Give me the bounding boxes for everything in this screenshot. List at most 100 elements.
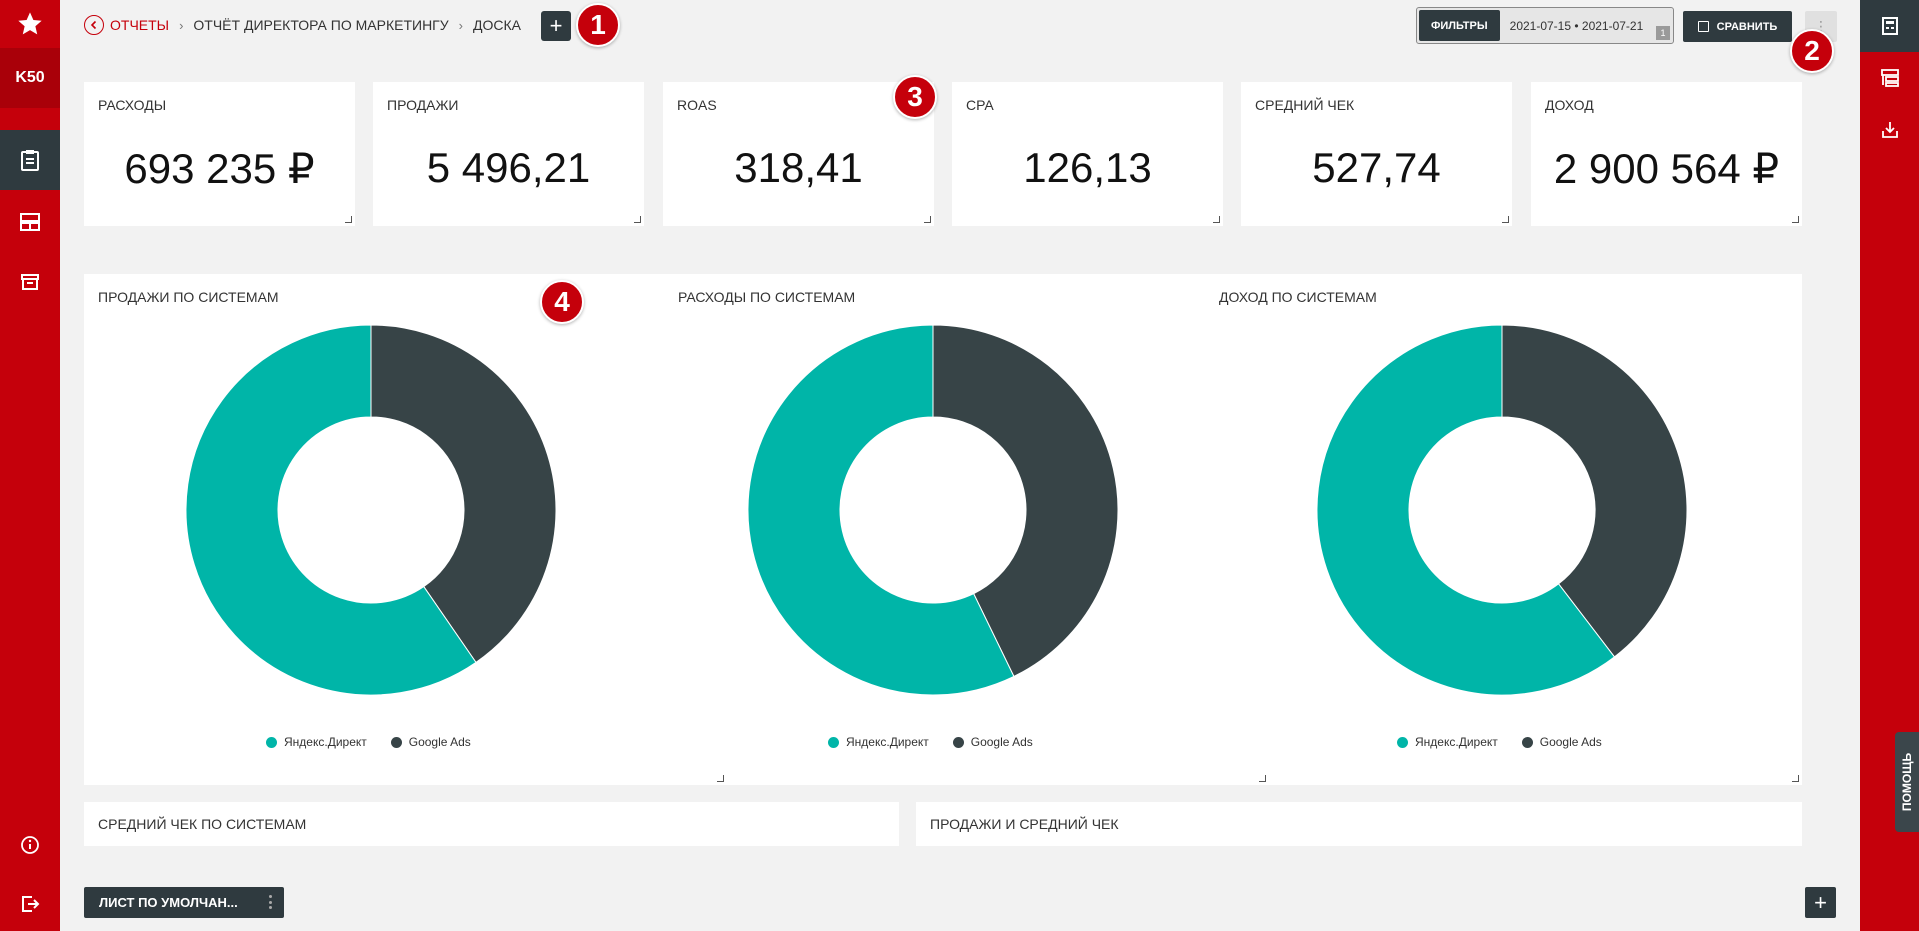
card-title: СРЕДНИЙ ЧЕК ПО СИСТЕМАМ xyxy=(98,816,307,832)
chevron-right-icon: › xyxy=(179,17,184,33)
legend-dot-icon xyxy=(1521,736,1533,748)
reports-icon[interactable] xyxy=(0,130,60,190)
donut-chart-expenses[interactable] xyxy=(747,324,1119,696)
legend-dot-icon xyxy=(952,736,964,748)
calculator-icon[interactable] xyxy=(1860,0,1919,52)
breadcrumb-report-name[interactable]: ОТЧЁТ ДИРЕКТОРА ПО МАРКЕТИНГУ xyxy=(193,17,449,33)
compare-label: СРАВНИТЬ xyxy=(1716,20,1778,33)
sheet-tab-default[interactable]: ЛИСТ ПО УМОЛЧАН... xyxy=(84,887,284,918)
breadcrumb-board: ДОСКА xyxy=(473,17,521,33)
donut-slice-yandex[interactable] xyxy=(1316,324,1616,696)
kpi-card-cpa[interactable]: CPA 126,13 xyxy=(952,82,1223,226)
resize-handle-icon[interactable] xyxy=(1502,216,1509,223)
layout-icon[interactable] xyxy=(1860,52,1919,104)
chart-title: РАСХОДЫ ПО СИСТЕМАМ xyxy=(678,289,856,305)
legend-item[interactable]: Яндекс.Директ xyxy=(1397,735,1498,749)
left-sidebar: K50 xyxy=(0,0,60,931)
resize-handle-icon[interactable] xyxy=(1213,216,1220,223)
breadcrumb: ОТЧЕТЫ › ОТЧЁТ ДИРЕКТОРА ПО МАРКЕТИНГУ ›… xyxy=(84,13,521,37)
chart-title: ПРОДАЖИ ПО СИСТЕМАМ xyxy=(98,289,279,305)
add-widget-button[interactable]: + xyxy=(541,11,571,41)
legend-label: Google Ads xyxy=(408,735,471,749)
add-sheet-button[interactable]: + xyxy=(1805,887,1836,918)
sheet-tab-label: ЛИСТ ПО УМОЛЧАН... xyxy=(99,895,238,910)
kpi-title: ДОХОД xyxy=(1545,97,1594,113)
kpi-card-avg-check[interactable]: СРЕДНИЙ ЧЕК 527,74 xyxy=(1241,82,1512,226)
archive-icon[interactable] xyxy=(0,252,60,312)
legend-item[interactable]: Google Ads xyxy=(390,735,471,749)
annotation-marker-2: 2 xyxy=(1790,29,1834,73)
brand-logo[interactable]: K50 xyxy=(0,48,60,108)
kpi-value: 693 235 ₽ xyxy=(124,145,315,192)
sales-avg-check-card[interactable]: ПРОДАЖИ И СРЕДНИЙ ЧЕК xyxy=(916,802,1802,846)
kpi-title: ROAS xyxy=(677,97,717,113)
compare-button[interactable]: СРАВНИТЬ xyxy=(1683,11,1792,42)
kpi-card-sales[interactable]: ПРОДАЖИ 5 496,21 xyxy=(373,82,644,226)
legend-item[interactable]: Яндекс.Директ xyxy=(828,735,929,749)
legend-dot-icon xyxy=(390,736,402,748)
kpi-card-income[interactable]: ДОХОД 2 900 564 ₽ xyxy=(1531,82,1802,226)
legend-label: Яндекс.Директ xyxy=(284,735,367,749)
chart-legend: Яндекс.Директ Google Ads xyxy=(266,735,471,749)
legend-item[interactable]: Яндекс.Директ xyxy=(266,735,367,749)
date-range-picker[interactable]: 2021-07-15 • 2021-07-21 xyxy=(1509,18,1644,33)
annotation-marker-4: 4 xyxy=(540,280,584,324)
legend-label: Google Ads xyxy=(1539,735,1602,749)
kpi-title: СРЕДНИЙ ЧЕК xyxy=(1255,97,1355,113)
avg-check-by-systems-card[interactable]: СРЕДНИЙ ЧЕК ПО СИСТЕМАМ xyxy=(84,802,899,846)
legend-dot-icon xyxy=(266,736,277,748)
donut-slice-google[interactable] xyxy=(370,324,557,664)
kpi-title: CPA xyxy=(966,97,994,113)
legend-label: Google Ads xyxy=(970,735,1033,749)
plus-icon: + xyxy=(1814,889,1827,915)
kpi-value: 126,13 xyxy=(1023,144,1152,191)
chart-title: ДОХОД ПО СИСТЕМАМ xyxy=(1219,289,1377,305)
kpi-card-roas[interactable]: ROAS 318,41 xyxy=(663,82,934,226)
resize-handle-icon[interactable] xyxy=(634,216,641,223)
sheet-menu-icon[interactable] xyxy=(269,895,272,909)
kpi-title: ПРОДАЖИ xyxy=(387,97,459,113)
chevron-right-icon: › xyxy=(458,17,463,33)
kpi-title: РАСХОДЫ xyxy=(98,97,167,113)
donut-chart-income[interactable] xyxy=(1316,324,1688,696)
filters-bar: ФИЛЬТРЫ 2021-07-15 • 2021-07-21 1 xyxy=(1416,7,1674,44)
donut-slice-yandex[interactable] xyxy=(747,324,1015,696)
plus-icon: + xyxy=(549,13,563,38)
chart-legend: Яндекс.Директ Google Ads xyxy=(828,735,1033,749)
annotation-marker-3: 3 xyxy=(893,75,937,119)
resize-handle-icon[interactable] xyxy=(717,775,724,782)
breadcrumb-reports-label: ОТЧЕТЫ xyxy=(110,17,170,33)
help-tab[interactable]: ПОМОЩЬ xyxy=(1895,732,1919,832)
chart-legend: Яндекс.Директ Google Ads xyxy=(1397,735,1602,749)
kpi-value: 527,74 xyxy=(1312,144,1441,191)
donut-slice-yandex[interactable] xyxy=(185,324,477,696)
logout-icon[interactable] xyxy=(0,874,60,931)
donut-slice-google[interactable] xyxy=(932,324,1119,678)
info-icon[interactable] xyxy=(0,815,60,875)
resize-handle-icon[interactable] xyxy=(345,216,352,223)
resize-handle-icon[interactable] xyxy=(1792,216,1799,223)
breadcrumb-reports-link[interactable]: ОТЧЕТЫ xyxy=(84,15,169,35)
dashboards-icon[interactable] xyxy=(0,192,60,252)
legend-item[interactable]: Google Ads xyxy=(1521,735,1602,749)
favorites-star-icon[interactable] xyxy=(0,0,60,48)
legend-label: Яндекс.Директ xyxy=(846,735,929,749)
legend-dot-icon xyxy=(1397,736,1408,748)
card-title: ПРОДАЖИ И СРЕДНИЙ ЧЕК xyxy=(930,816,1119,832)
resize-handle-icon[interactable] xyxy=(924,216,931,223)
help-label: ПОМОЩЬ xyxy=(1900,752,1914,812)
filters-button[interactable]: ФИЛЬТРЫ xyxy=(1419,10,1500,41)
kpi-value: 318,41 xyxy=(734,144,863,191)
legend-dot-icon xyxy=(828,736,839,748)
resize-handle-icon[interactable] xyxy=(1259,775,1266,782)
donut-slice-google[interactable] xyxy=(1501,324,1688,658)
resize-handle-icon[interactable] xyxy=(1792,775,1799,782)
kpi-card-expenses[interactable]: РАСХОДЫ 693 235 ₽ xyxy=(84,82,355,226)
filters-count-badge: 1 xyxy=(1656,26,1670,40)
annotation-marker-1: 1 xyxy=(576,3,620,47)
donut-chart-sales[interactable] xyxy=(185,324,557,696)
download-icon[interactable] xyxy=(1860,104,1919,156)
legend-label: Яндекс.Директ xyxy=(1415,735,1498,749)
kpi-value: 5 496,21 xyxy=(426,144,591,191)
legend-item[interactable]: Google Ads xyxy=(952,735,1033,749)
